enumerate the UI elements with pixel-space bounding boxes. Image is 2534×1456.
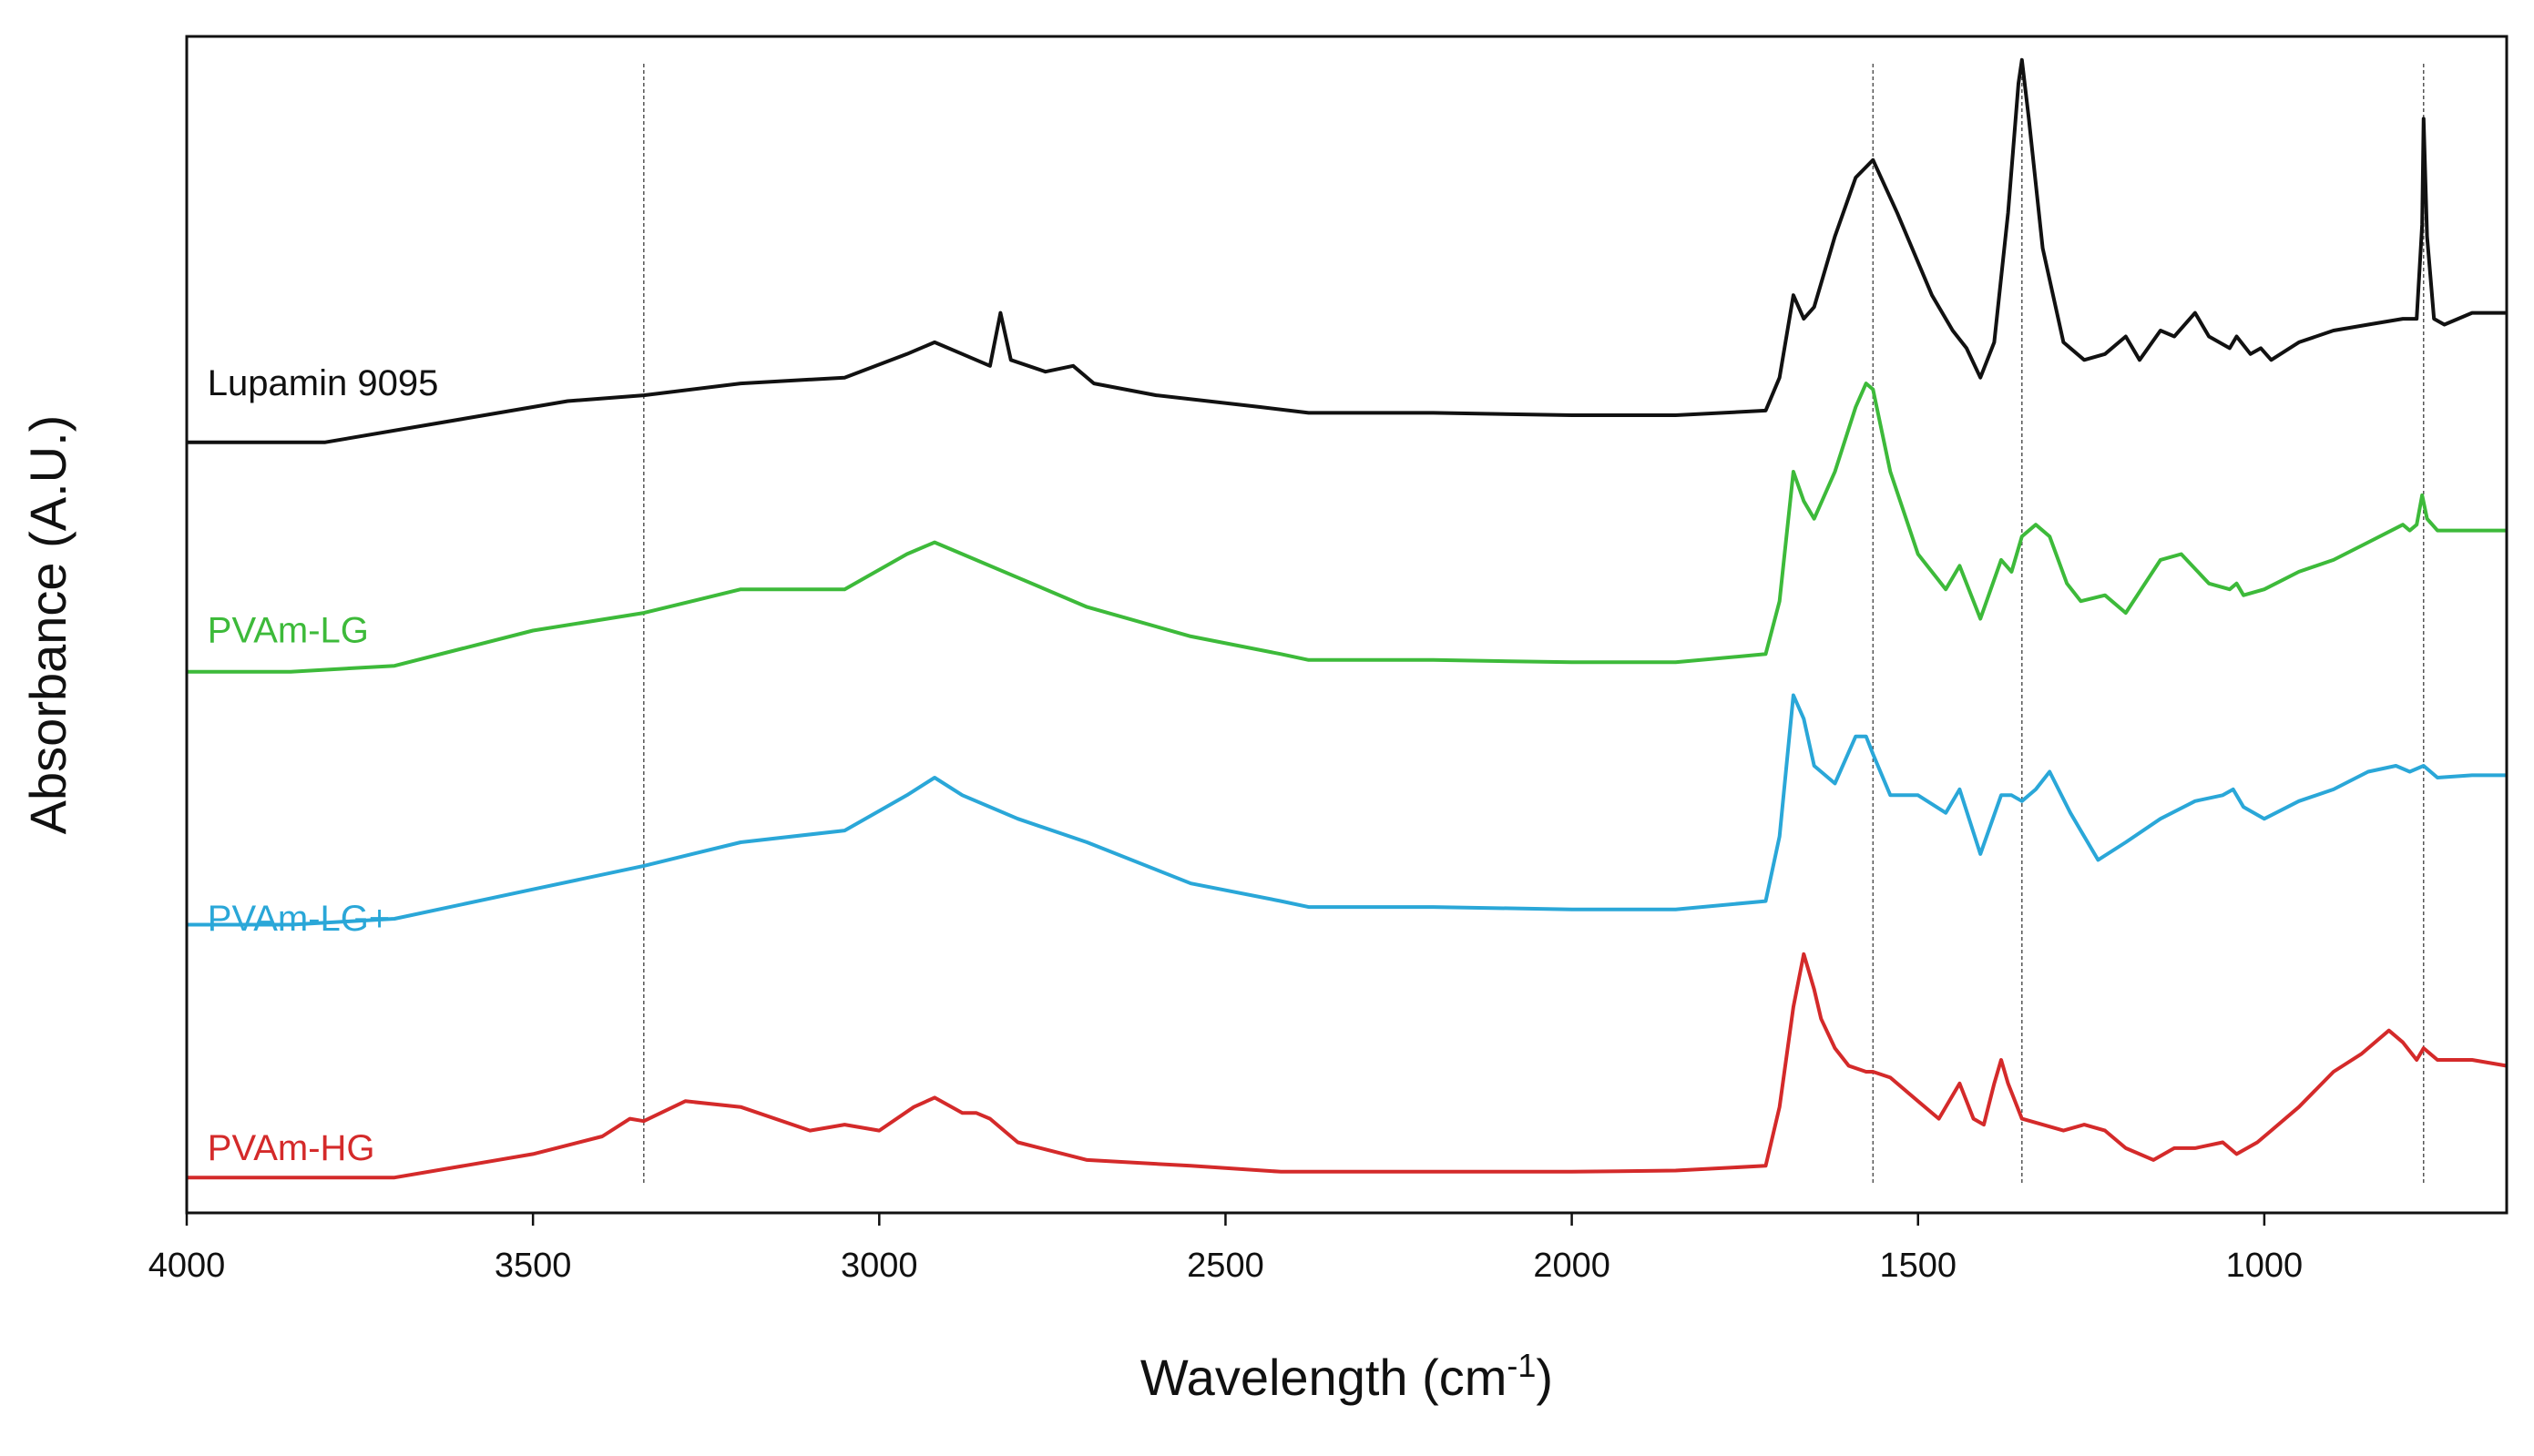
series-label: PVAm-HG xyxy=(208,1128,375,1168)
series-label: PVAm-LG+ xyxy=(208,899,390,939)
x-axis-ticks: 4000 3500 3000 2500 2000 1500 1000 xyxy=(148,1213,2303,1285)
x-tick-label: 3500 xyxy=(495,1247,572,1285)
x-tick-label: 3000 xyxy=(841,1247,918,1285)
x-axis-title-close: ) xyxy=(1536,1349,1553,1406)
x-tick-label: 1500 xyxy=(1879,1247,1957,1285)
x-axis-title-superscript: -1 xyxy=(1507,1347,1536,1384)
y-axis-title: Absorbance (A.U.) xyxy=(19,415,77,835)
x-axis-title: Wavelength (cm-1) xyxy=(1140,1347,1553,1407)
series-label: PVAm-LG xyxy=(208,610,369,650)
plot-frame xyxy=(185,35,2508,1215)
series-line-pvam-hg xyxy=(187,952,2508,1180)
x-tick-label: 1000 xyxy=(2226,1247,2304,1285)
series-line-pvam-lg- xyxy=(187,693,2507,927)
series-line-lupamin-9095 xyxy=(187,57,2507,444)
reference-lines xyxy=(643,64,2425,1186)
series-lines xyxy=(187,57,2508,1180)
series-label: Lupamin 9095 xyxy=(208,363,439,403)
x-tick-label: 4000 xyxy=(148,1247,226,1285)
x-tick-label: 2000 xyxy=(1533,1247,1610,1285)
series-labels: Lupamin 9095 PVAm-LG PVAm-LG+ PVAm-HG xyxy=(208,363,439,1168)
series-line-pvam-lg xyxy=(187,382,2507,674)
x-tick-label: 2500 xyxy=(1187,1247,1264,1285)
x-axis-title-text: Wavelength (cm xyxy=(1140,1349,1507,1406)
